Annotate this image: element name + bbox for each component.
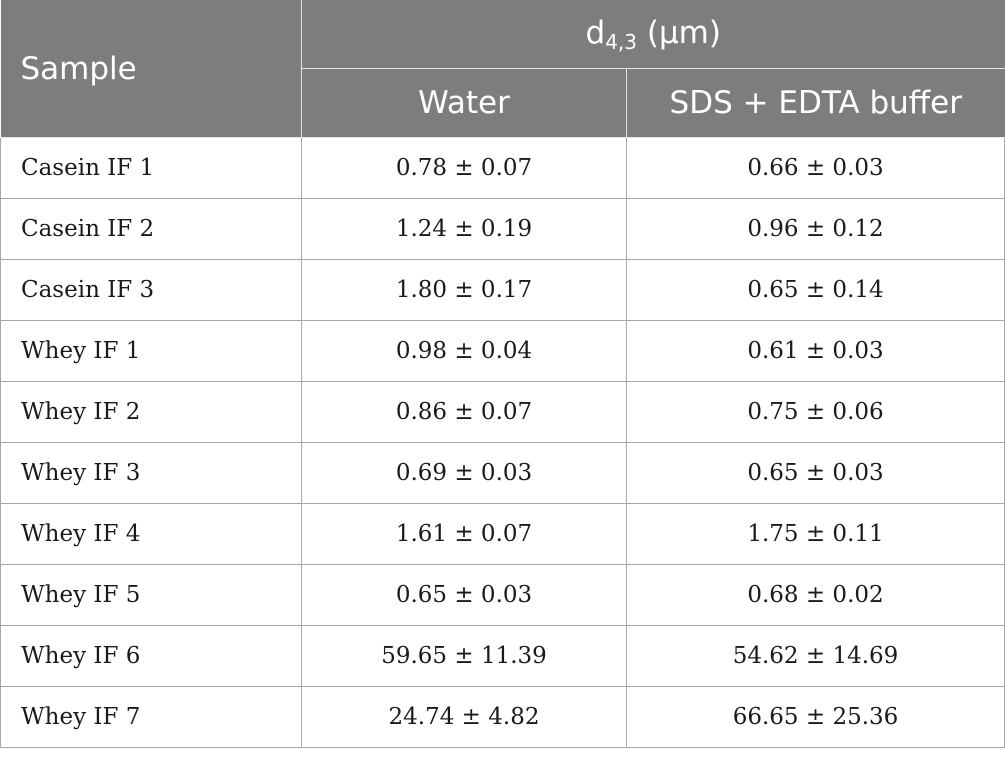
buffer-cell: 0.96 ± 0.12 [626, 198, 1005, 260]
sample-cell: Casein IF 3 [0, 259, 302, 321]
buffer-cell: 1.75 ± 0.11 [626, 503, 1005, 565]
water-cell: 0.98 ± 0.04 [301, 320, 627, 382]
sample-cell: Whey IF 5 [0, 564, 302, 626]
header-measure-unit: (µm) [637, 14, 721, 51]
water-cell: 0.86 ± 0.07 [301, 381, 627, 443]
sample-cell: Casein IF 2 [0, 198, 302, 260]
table-body: Casein IF 1 0.78 ± 0.07 0.66 ± 0.03 Casein … [0, 137, 1005, 748]
header-buffer: SDS + EDTA buffer [626, 68, 1005, 138]
sample-cell: Whey IF 2 [0, 381, 302, 443]
buffer-cell: 0.66 ± 0.03 [626, 137, 1005, 199]
header-measure-main: d [585, 14, 606, 51]
buffer-cell: 0.65 ± 0.03 [626, 442, 1005, 504]
sample-cell: Whey IF 7 [0, 686, 302, 748]
water-cell: 0.69 ± 0.03 [301, 442, 627, 504]
table-row: Casein IF 3 1.80 ± 0.17 0.65 ± 0.14 [0, 259, 1005, 321]
water-cell: 1.24 ± 0.19 [301, 198, 627, 260]
buffer-cell: 0.75 ± 0.06 [626, 381, 1005, 443]
sample-cell: Whey IF 1 [0, 320, 302, 382]
particle-size-table: Sample d4,3 (µm) Water SDS + EDTA buffer… [0, 0, 1005, 748]
table-row: Casein IF 2 1.24 ± 0.19 0.96 ± 0.12 [0, 198, 1005, 260]
table-row: Whey IF 5 0.65 ± 0.03 0.68 ± 0.02 [0, 564, 1005, 626]
water-cell: 0.78 ± 0.07 [301, 137, 627, 199]
table-row: Whey IF 3 0.69 ± 0.03 0.65 ± 0.03 [0, 442, 1005, 504]
buffer-cell: 0.68 ± 0.02 [626, 564, 1005, 626]
table-row: Whey IF 1 0.98 ± 0.04 0.61 ± 0.03 [0, 320, 1005, 382]
sample-cell: Whey IF 3 [0, 442, 302, 504]
sample-cell: Casein IF 1 [0, 137, 302, 199]
buffer-cell: 66.65 ± 25.36 [626, 686, 1005, 748]
sample-cell: Whey IF 4 [0, 503, 302, 565]
water-cell: 24.74 ± 4.82 [301, 686, 627, 748]
table-row: Whey IF 2 0.86 ± 0.07 0.75 ± 0.06 [0, 381, 1005, 443]
water-cell: 1.80 ± 0.17 [301, 259, 627, 321]
water-cell: 59.65 ± 11.39 [301, 625, 627, 687]
header-measure: d4,3 (µm) [301, 0, 1005, 69]
table-row: Whey IF 6 59.65 ± 11.39 54.62 ± 14.69 [0, 625, 1005, 687]
table-row: Casein IF 1 0.78 ± 0.07 0.66 ± 0.03 [0, 137, 1005, 199]
buffer-cell: 54.62 ± 14.69 [626, 625, 1005, 687]
sample-cell: Whey IF 6 [0, 625, 302, 687]
table-row: Whey IF 7 24.74 ± 4.82 66.65 ± 25.36 [0, 686, 1005, 748]
header-water: Water [301, 68, 627, 138]
buffer-cell: 0.61 ± 0.03 [626, 320, 1005, 382]
water-cell: 0.65 ± 0.03 [301, 564, 627, 626]
header-measure-subscript: 4,3 [605, 29, 638, 54]
table-header: Sample d4,3 (µm) Water SDS + EDTA buffer [0, 0, 1005, 138]
table-row: Whey IF 4 1.61 ± 0.07 1.75 ± 0.11 [0, 503, 1005, 565]
header-sample: Sample [0, 0, 302, 138]
water-cell: 1.61 ± 0.07 [301, 503, 627, 565]
buffer-cell: 0.65 ± 0.14 [626, 259, 1005, 321]
